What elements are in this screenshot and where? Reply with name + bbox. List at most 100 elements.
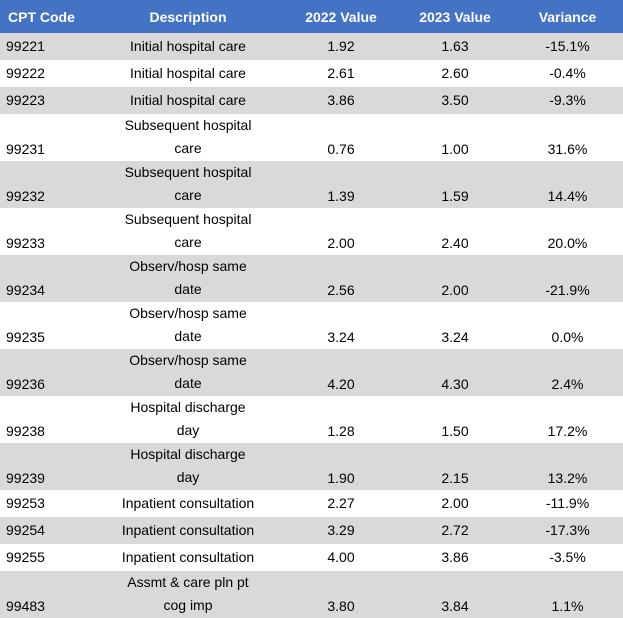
- value-2022-cell: 0.76: [327, 141, 355, 157]
- table-row: 99483 Assmt & care pln pt cog imp 3.80 3.84 1…: [0, 571, 623, 618]
- description-line: cog imp: [163, 597, 213, 613]
- description-line: care: [174, 187, 202, 203]
- value-2023-cell: 3.86: [441, 549, 469, 565]
- header-cpt-code: CPT Code: [0, 0, 92, 33]
- description-line: Inpatient consultation: [121, 495, 255, 511]
- cpt-code-cell: 99235: [6, 329, 45, 345]
- cpt-code-cell: 99483: [0, 571, 92, 618]
- cpt-code-cell: 99253: [6, 495, 45, 511]
- cpt-code-cell: 99239: [0, 443, 92, 490]
- value-2022-cell: 3.80: [284, 571, 398, 618]
- description-cell: Hospital discharge day: [92, 443, 284, 490]
- value-2022-cell: 3.24: [327, 329, 355, 345]
- value-2022-cell: 2.27: [327, 495, 355, 511]
- value-2022-cell: 1.39: [284, 161, 398, 208]
- value-2022-cell: 2.00: [327, 235, 355, 251]
- description-cell: Inpatient consultation: [92, 544, 284, 571]
- variance-cell: -11.9%: [545, 495, 590, 511]
- description-cell: Assmt & care pln pt cog imp: [92, 571, 284, 618]
- table-row: 99235 Observ/hosp same date 3.24 3.24 0.0%: [0, 302, 623, 349]
- variance-cell: -0.4%: [549, 65, 586, 81]
- value-2023-cell: 2.00: [398, 255, 512, 302]
- table-body: 99221 Initial hospital care 1.92 1.63 -15.1%…: [0, 33, 623, 618]
- table-row: 99232 Subsequent hospital care 1.39 1.59 14.4…: [0, 161, 623, 208]
- value-2023-cell: 4.30: [398, 349, 512, 396]
- value-2022-cell: 3.29: [284, 517, 398, 544]
- table-row: 99239 Hospital discharge day 1.90 2.15 13.2%: [0, 443, 623, 490]
- cpt-code-cell: 99232: [0, 161, 92, 208]
- description-cell: Initial hospital care: [92, 87, 284, 114]
- table-row: 99231 Subsequent hospital care 0.76 1.00 31.6…: [0, 114, 623, 161]
- description-line: Initial hospital care: [130, 92, 246, 108]
- value-2023-cell: 2.60: [441, 65, 469, 81]
- description-cell: Inpatient consultation: [92, 517, 284, 544]
- description-line: date: [174, 375, 202, 391]
- table-row: 99221 Initial hospital care 1.92 1.63 -15.1%: [0, 33, 623, 60]
- description-cell: Subsequent hospital care: [92, 114, 284, 161]
- table-row: 99233 Subsequent hospital care 2.00 2.40 20.0…: [0, 208, 623, 255]
- cpt-code-cell: 99222: [6, 65, 45, 81]
- value-2022-cell: 4.20: [284, 349, 398, 396]
- description-line: Subsequent hospital: [124, 211, 252, 227]
- value-2022-cell: 1.92: [284, 33, 398, 60]
- description-line: Observ/hosp same: [129, 258, 247, 274]
- description-cell: Observ/hosp same date: [92, 349, 284, 396]
- table-row: 99234 Observ/hosp same date 2.56 2.00 -21.9%: [0, 255, 623, 302]
- table-row: 99253 Inpatient consultation 2.27 2.00 -11.9…: [0, 490, 623, 517]
- description-line: Hospital discharge: [130, 446, 246, 462]
- value-2023-cell: 2.15: [398, 443, 512, 490]
- description-line: Assmt & care pln pt: [127, 574, 249, 590]
- value-2023-cell: 1.50: [441, 423, 469, 439]
- description-line: Subsequent hospital: [124, 117, 252, 133]
- description-line: date: [174, 328, 202, 344]
- table-header-row: CPT Code Description 2022 Value 2023 Val…: [0, 0, 623, 33]
- value-2023-cell: 3.24: [441, 329, 469, 345]
- description-line: Observ/hosp same: [129, 305, 247, 321]
- description-cell: Initial hospital care: [92, 60, 284, 87]
- description-cell: Subsequent hospital care: [92, 208, 284, 255]
- cpt-code-cell: 99234: [0, 255, 92, 302]
- value-2023-cell: 3.50: [398, 87, 512, 114]
- table-row: 99254 Inpatient consultation 3.29 2.72 -17.3…: [0, 517, 623, 544]
- cpt-code-cell: 99223: [0, 87, 92, 114]
- cpt-code-cell: 99221: [0, 33, 92, 60]
- header-2022-value: 2022 Value: [284, 0, 398, 33]
- variance-cell: 14.4%: [512, 161, 623, 208]
- description-cell: Initial hospital care: [92, 33, 284, 60]
- variance-cell: -3.5%: [549, 549, 586, 565]
- table-row: 99238 Hospital discharge day 1.28 1.50 17.2%: [0, 396, 623, 443]
- value-2023-cell: 2.40: [441, 235, 469, 251]
- value-2022-cell: 1.90: [284, 443, 398, 490]
- cpt-code-cell: 99236: [0, 349, 92, 396]
- value-2022-cell: 4.00: [327, 549, 355, 565]
- value-2023-cell: 2.72: [398, 517, 512, 544]
- cpt-code-cell: 99238: [6, 423, 45, 439]
- header-variance: Variance: [512, 0, 623, 33]
- variance-cell: 20.0%: [547, 235, 588, 251]
- header-description: Description: [92, 0, 284, 33]
- variance-cell: 2.4%: [512, 349, 623, 396]
- table-row: 99223 Initial hospital care 3.86 3.50 -9.3%: [0, 87, 623, 114]
- header-2023-value: 2023 Value: [398, 0, 512, 33]
- description-line: day: [176, 422, 200, 438]
- table-row: 99236 Observ/hosp same date 4.20 4.30 2.4%: [0, 349, 623, 396]
- variance-cell: 0.0%: [551, 329, 584, 345]
- description-cell: Hospital discharge day: [92, 396, 284, 443]
- value-2023-cell: 2.00: [441, 495, 469, 511]
- cpt-code-cell: 99231: [6, 141, 45, 157]
- description-cell: Observ/hosp same date: [92, 255, 284, 302]
- value-2023-cell: 1.63: [398, 33, 512, 60]
- value-2023-cell: 1.59: [398, 161, 512, 208]
- variance-cell: -9.3%: [512, 87, 623, 114]
- value-2023-cell: 1.00: [441, 141, 469, 157]
- description-line: care: [174, 234, 202, 250]
- description-line: day: [176, 469, 200, 485]
- description-line: Hospital discharge: [130, 399, 246, 415]
- description-line: Initial hospital care: [130, 38, 246, 54]
- cpt-code-cell: 99254: [0, 517, 92, 544]
- variance-cell: 31.6%: [547, 141, 588, 157]
- description-cell: Inpatient consultation: [92, 490, 284, 517]
- variance-cell: 17.2%: [547, 423, 588, 439]
- description-line: Inpatient consultation: [121, 522, 255, 538]
- variance-cell: 13.2%: [512, 443, 623, 490]
